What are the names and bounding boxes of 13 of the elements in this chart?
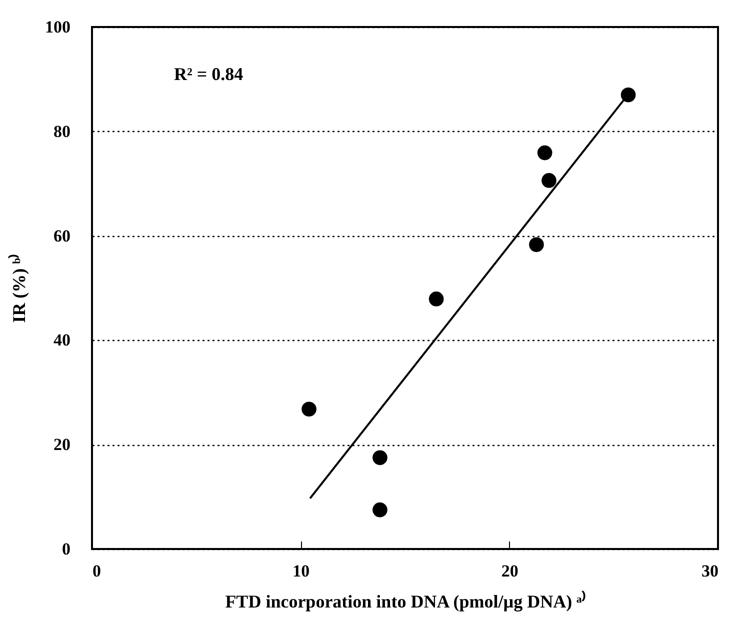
y-tick-label: 40 xyxy=(54,330,70,350)
y-tick-label: 80 xyxy=(54,122,70,141)
y-tick-label: 100 xyxy=(45,18,70,36)
x-tick-label: 30 xyxy=(702,562,718,580)
x-axis-title: FTD incorporation into DNA (pmol/µg DNA) ᵃ⁾ xyxy=(225,590,586,612)
y-tick-label: 20 xyxy=(54,435,70,454)
annotation: R² = 0.84 xyxy=(174,64,244,84)
x-tick-label: 20 xyxy=(501,562,518,580)
y-tick-label: 60 xyxy=(54,226,70,246)
y-tick-label: 0 xyxy=(62,540,70,558)
y-axis-title: IR (%) ᵇ⁾ xyxy=(8,254,29,323)
x-tick-label: 0 xyxy=(92,562,101,580)
x-tick-label: 10 xyxy=(292,562,310,580)
